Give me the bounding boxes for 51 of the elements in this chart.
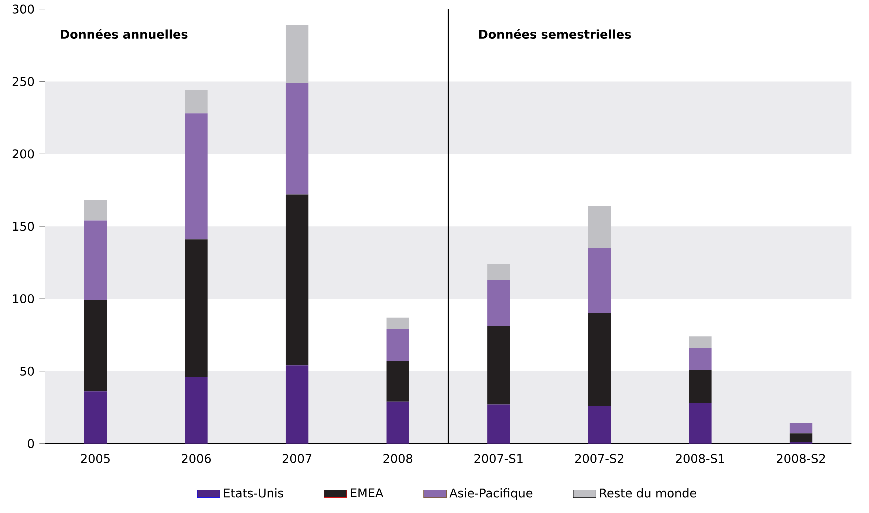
bar	[588, 406, 612, 444]
annotation: Données annuelles	[61, 29, 188, 39]
bar	[488, 280, 510, 326]
bar	[84, 300, 108, 392]
bar	[286, 25, 309, 84]
y-tick-label: 100	[13, 294, 34, 304]
bar	[689, 403, 712, 444]
x-tick-label: 2007-S1	[474, 454, 523, 464]
bar	[790, 423, 813, 434]
y-tick-label: 150	[13, 222, 34, 232]
legend-label: Etats-Unis	[224, 488, 284, 498]
legend-label: Asie-Pacifique	[450, 488, 533, 500]
bar	[488, 264, 510, 280]
x-tick-label: 2007-S2	[576, 454, 624, 464]
legend-label: EMEA	[351, 488, 384, 498]
x-tick-label: 2005	[81, 454, 110, 464]
y-tick-label: 50	[20, 366, 34, 376]
y-tick-label: 0	[28, 439, 34, 448]
bar	[588, 206, 612, 248]
bar	[689, 336, 712, 348]
bar	[84, 392, 108, 444]
bar	[488, 326, 510, 405]
bar	[689, 348, 712, 370]
bar	[286, 194, 309, 366]
bar	[185, 377, 208, 444]
y-tick-label: 200	[12, 150, 34, 159]
bar	[185, 114, 208, 240]
bar	[689, 370, 712, 404]
bar	[790, 434, 813, 442]
bar	[386, 329, 410, 362]
bar	[386, 318, 410, 330]
x-tick-label: 2008-S1	[676, 454, 724, 464]
x-tick-label: 2007	[282, 454, 312, 464]
y-tick-label: 250	[12, 77, 34, 86]
bar	[386, 361, 410, 402]
x-tick-label: 2008-S2	[777, 454, 826, 464]
bar	[185, 240, 208, 378]
bar	[386, 402, 410, 444]
annotation: Données semestrielles	[480, 29, 632, 39]
bar	[286, 366, 309, 444]
x-tick-label: 2006	[182, 454, 212, 464]
bar	[185, 90, 208, 114]
y-tick-label: 300	[12, 4, 34, 14]
bar	[488, 404, 510, 444]
x-tick-label: 2008	[384, 454, 413, 464]
bar	[84, 200, 108, 221]
bar	[286, 83, 309, 195]
bar	[588, 313, 612, 406]
legend-label: Reste du monde	[600, 488, 696, 498]
bar	[588, 248, 612, 314]
bar	[84, 220, 108, 300]
